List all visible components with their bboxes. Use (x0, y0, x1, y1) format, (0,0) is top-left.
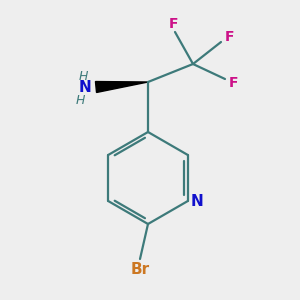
Text: F: F (224, 30, 234, 44)
Text: H: H (78, 70, 88, 83)
Text: F: F (168, 17, 178, 31)
Text: N: N (79, 80, 92, 95)
Text: N: N (190, 194, 203, 209)
Text: H: H (75, 94, 85, 106)
Text: Br: Br (130, 262, 150, 278)
Polygon shape (95, 82, 148, 92)
Text: F: F (228, 76, 238, 90)
